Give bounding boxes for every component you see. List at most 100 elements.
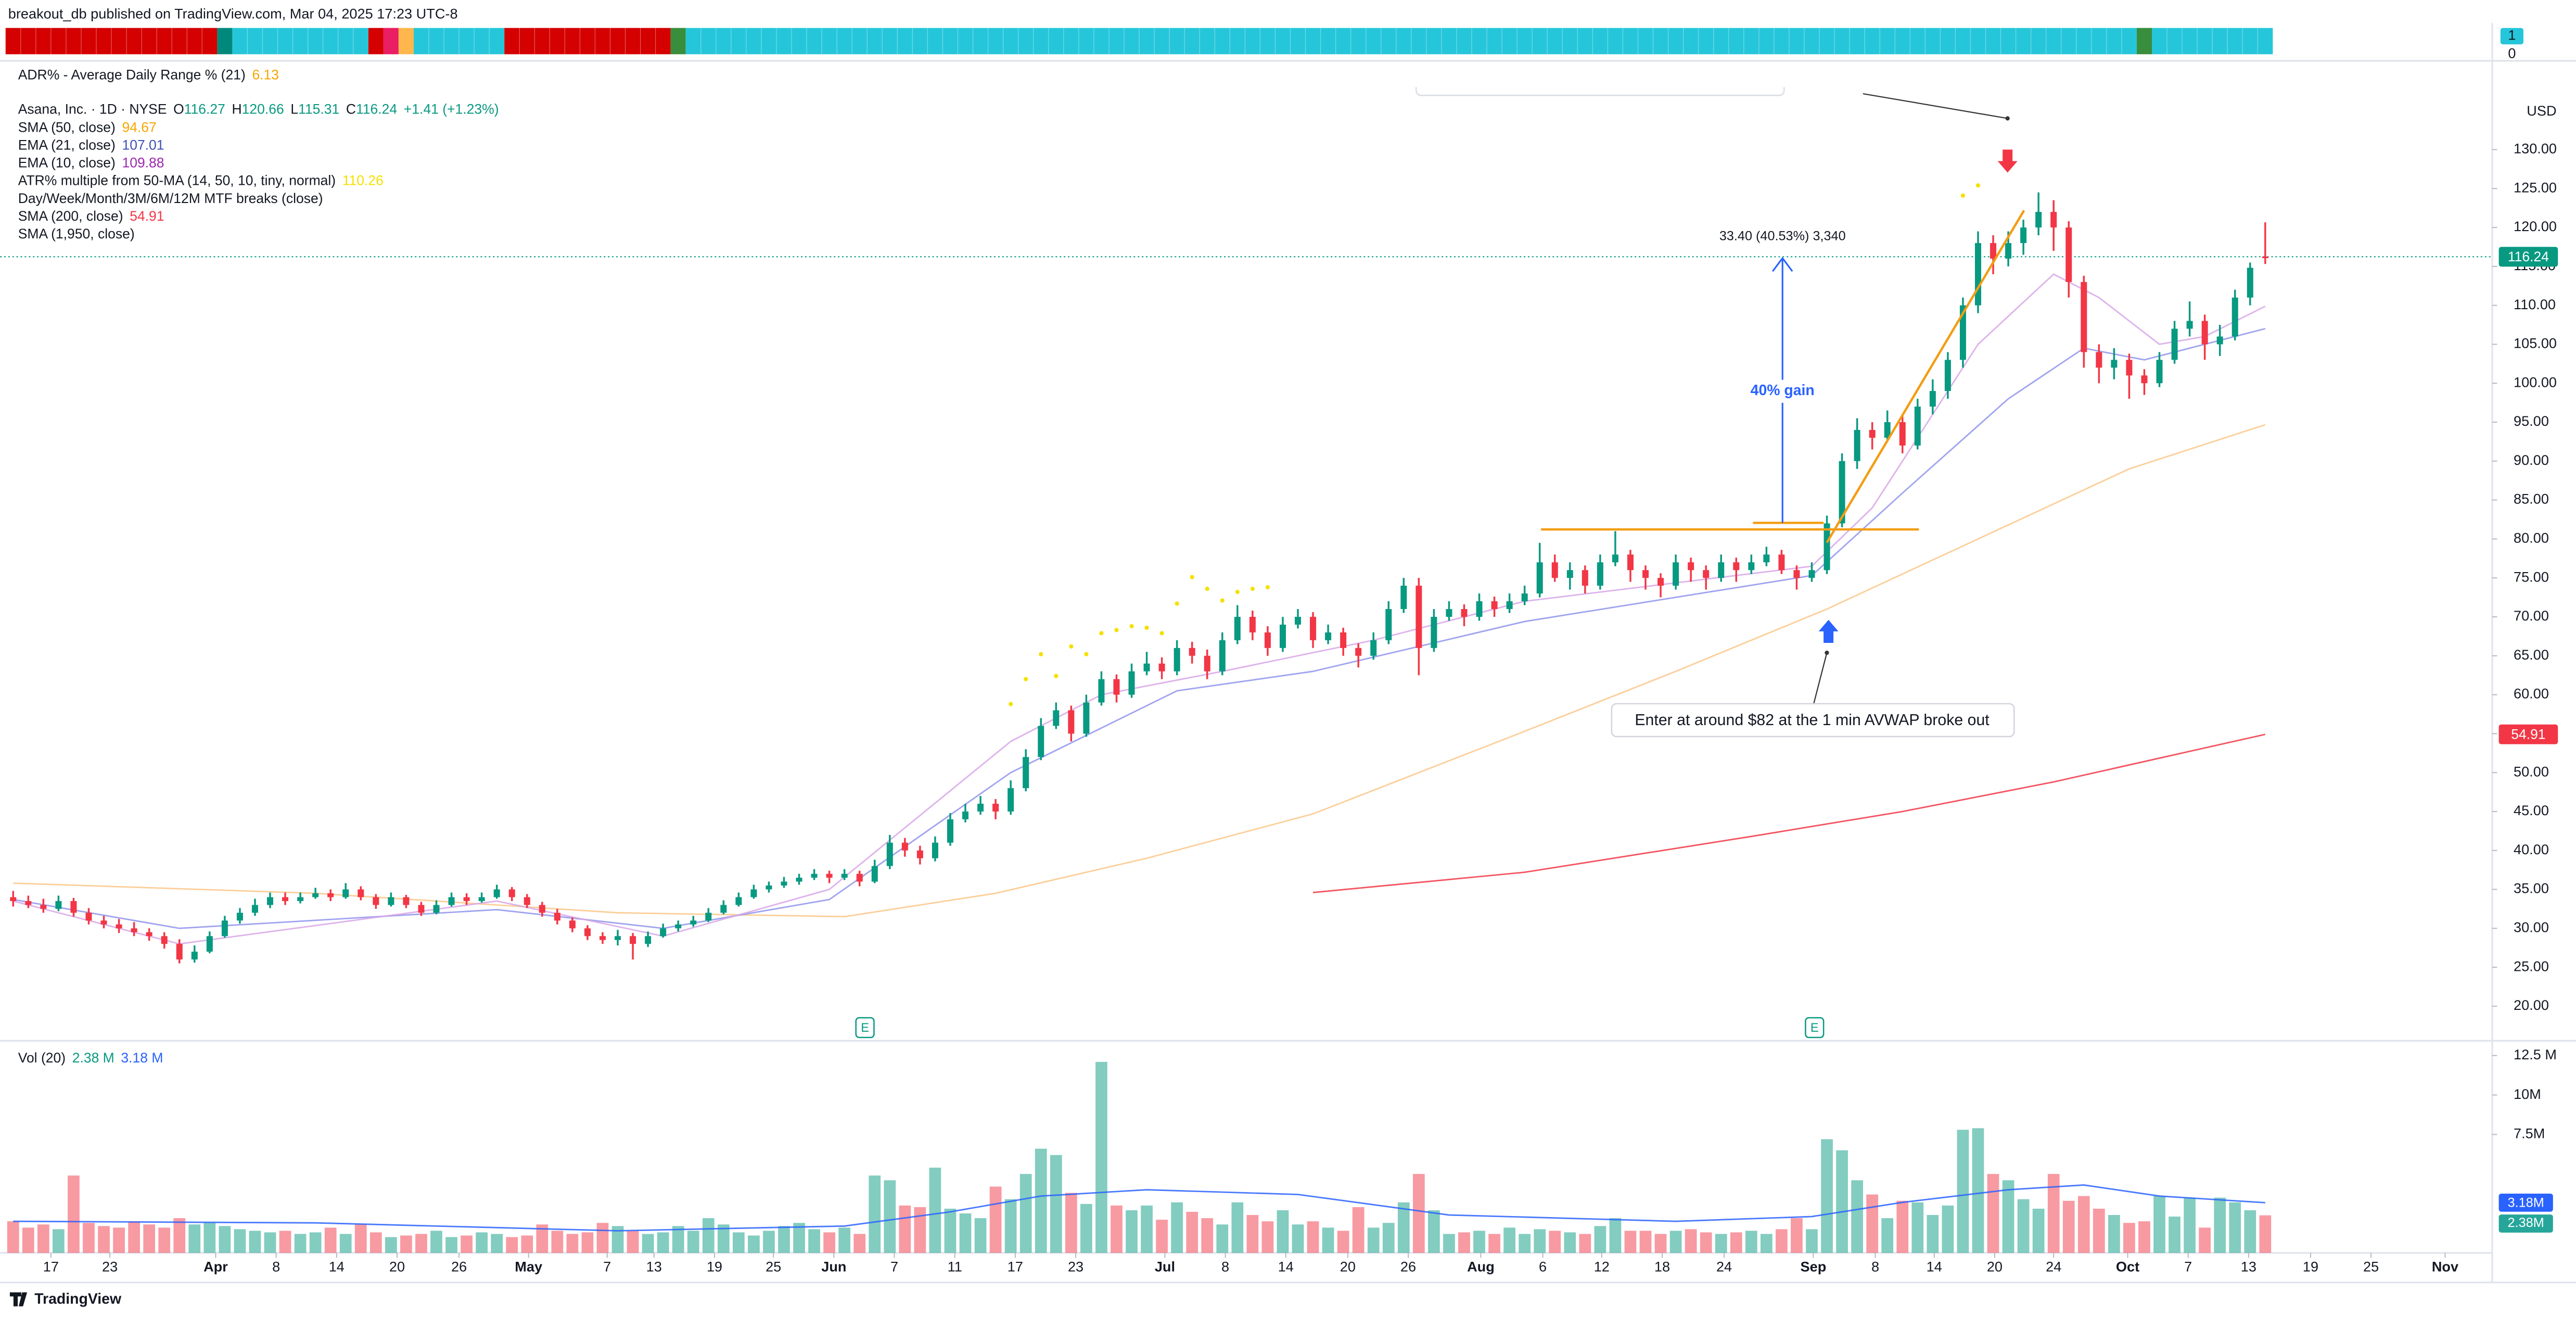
volume-bar bbox=[536, 1224, 549, 1253]
atr-marker bbox=[1190, 575, 1194, 579]
bar-body bbox=[1657, 578, 1664, 586]
volume-bar bbox=[2002, 1180, 2014, 1253]
volume-bar bbox=[354, 1224, 367, 1253]
atr-marker bbox=[1205, 587, 1209, 591]
volume-bar bbox=[1216, 1224, 1229, 1253]
bar-body bbox=[2231, 297, 2238, 337]
bar-body bbox=[131, 928, 137, 932]
bar-body bbox=[342, 889, 349, 897]
x-tick-label: 25 bbox=[766, 1258, 781, 1274]
volume-bar bbox=[1322, 1227, 1334, 1253]
volume-bar bbox=[83, 1223, 95, 1253]
volume-bar bbox=[1458, 1232, 1470, 1253]
bar-body bbox=[871, 866, 878, 882]
zone-segment bbox=[383, 28, 399, 55]
bar-body bbox=[705, 913, 712, 921]
volume-bar bbox=[672, 1226, 684, 1253]
indicator-legend: Day/Week/Month/3M/6M/12M MTF breaks (clo… bbox=[18, 191, 323, 206]
volume-ma-line bbox=[13, 1184, 2265, 1232]
indicator-value: 109.88 bbox=[122, 155, 164, 171]
footer-brand: TradingView bbox=[34, 1290, 122, 1307]
volume-bar bbox=[2259, 1215, 2272, 1253]
ohlc-value: 116.24 bbox=[356, 102, 397, 117]
atr-marker bbox=[1099, 631, 1104, 636]
measure-arrowhead bbox=[1772, 257, 1793, 272]
volume-bar bbox=[461, 1235, 473, 1253]
zone-segment bbox=[368, 28, 384, 55]
bar-body bbox=[403, 897, 410, 905]
volume-bar bbox=[1503, 1227, 1515, 1253]
x-tick-label: Sep bbox=[1801, 1258, 1827, 1274]
x-tick-label: Oct bbox=[2116, 1258, 2139, 1274]
bar-body bbox=[1823, 523, 1830, 571]
atr-marker bbox=[1175, 601, 1179, 606]
x-tick-label: 20 bbox=[1987, 1258, 2003, 1274]
ohlc-value: 116.27 bbox=[184, 102, 225, 117]
volume-bar bbox=[2062, 1200, 2075, 1253]
bar-body bbox=[720, 905, 727, 913]
bar-body bbox=[1068, 710, 1075, 734]
x-tick-label: 8 bbox=[1221, 1258, 1229, 1274]
bar-body bbox=[1053, 710, 1060, 726]
volume-bar bbox=[1141, 1205, 1153, 1253]
volume-bar bbox=[566, 1234, 579, 1253]
volume-bar bbox=[506, 1237, 518, 1253]
bar-body bbox=[478, 897, 485, 901]
bar-body bbox=[1839, 461, 1845, 524]
x-tick-label: 26 bbox=[451, 1258, 467, 1274]
bar-body bbox=[554, 913, 560, 921]
y-tick-label: 50.00 bbox=[2514, 763, 2549, 779]
bar-body bbox=[463, 897, 470, 901]
bar-body bbox=[1370, 640, 1377, 656]
ohlc-value: 115.31 bbox=[298, 102, 339, 117]
volume-bar bbox=[143, 1224, 156, 1253]
y-tick-label: 25.00 bbox=[2514, 958, 2549, 974]
bar-body bbox=[1808, 570, 1815, 578]
data-layer bbox=[0, 28, 2492, 1253]
atr-marker bbox=[1265, 585, 1270, 590]
bar-body bbox=[327, 893, 334, 897]
volume-bar bbox=[1307, 1221, 1319, 1253]
note-pointer-dot bbox=[2005, 116, 2010, 121]
volume-bar bbox=[823, 1232, 836, 1253]
bar-body bbox=[10, 897, 17, 901]
indicator-value: 110.26 bbox=[342, 173, 384, 188]
bar-body bbox=[1158, 663, 1165, 672]
volume-bar bbox=[1821, 1139, 1833, 1253]
ohlc-key: O bbox=[173, 102, 184, 117]
volume-bar bbox=[1367, 1227, 1380, 1253]
bar-body bbox=[433, 905, 440, 913]
x-tick-label: 24 bbox=[2046, 1258, 2061, 1274]
atr-marker bbox=[1084, 652, 1089, 656]
volume-bar bbox=[1050, 1155, 1062, 1253]
x-tick-label: 26 bbox=[1400, 1258, 1416, 1274]
volume-bar bbox=[687, 1231, 699, 1253]
x-tick-label: 14 bbox=[1278, 1258, 1294, 1274]
bar-body bbox=[1506, 601, 1513, 610]
bar-body bbox=[448, 897, 455, 905]
x-tick-label: 11 bbox=[948, 1258, 962, 1274]
bar-body bbox=[977, 803, 984, 812]
zone-segment bbox=[413, 28, 505, 55]
volume-bar bbox=[294, 1234, 307, 1253]
volume-bar bbox=[1624, 1231, 1637, 1253]
volume-bar bbox=[7, 1221, 19, 1253]
earnings-marker[interactable] bbox=[855, 1017, 875, 1039]
bar-body bbox=[1355, 648, 1362, 656]
bar-body bbox=[493, 889, 500, 897]
bar-body bbox=[2035, 212, 2042, 227]
x-tick-label: 13 bbox=[646, 1258, 662, 1274]
volume-bar bbox=[173, 1218, 186, 1253]
volume-bar bbox=[98, 1226, 110, 1253]
bar-body bbox=[796, 878, 802, 882]
atr-marker bbox=[1159, 631, 1164, 636]
volume-bar bbox=[793, 1223, 805, 1253]
earnings-marker[interactable] bbox=[1805, 1017, 1825, 1039]
bar-body bbox=[1023, 757, 1029, 789]
atr-marker bbox=[1069, 644, 1074, 649]
y-tick-label: 30.00 bbox=[2514, 919, 2549, 935]
bar-body bbox=[358, 889, 364, 897]
indicator-line bbox=[1312, 733, 2266, 893]
volume-bar bbox=[1700, 1232, 1712, 1253]
y-tick-label: 1 bbox=[2508, 27, 2516, 43]
